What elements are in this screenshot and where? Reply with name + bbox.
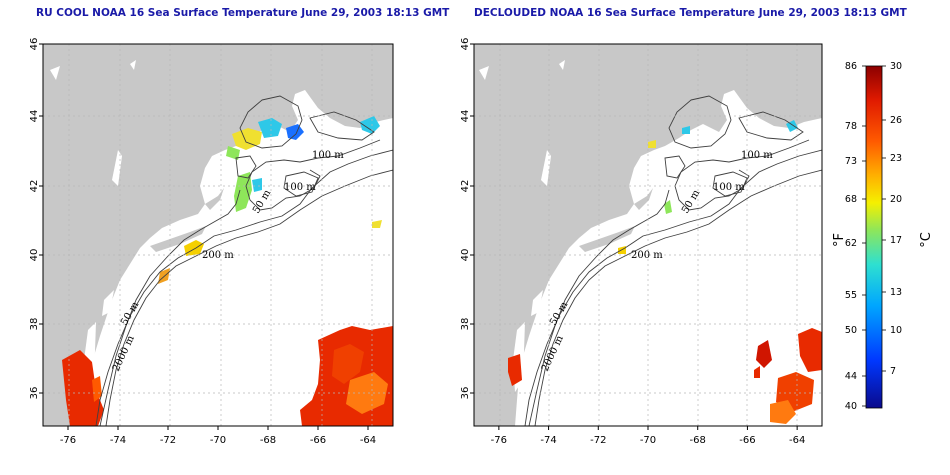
- lon-tick-label: -74: [540, 435, 556, 446]
- contour-50m: [528, 189, 670, 426]
- left-map-panel: 100 m 100 m 50 m 200 m 50 m 2000 m: [42, 43, 394, 427]
- lon-tick-label: -66: [739, 435, 755, 446]
- lon-tick-label: -68: [260, 435, 276, 446]
- lon-tick-label: -74: [110, 435, 126, 446]
- lat-tick-label: 40: [29, 249, 40, 262]
- contour-200m: [95, 149, 393, 426]
- contour-label: 100 m: [284, 182, 316, 193]
- contour-georges: [712, 171, 748, 197]
- f-tick-label: 73: [845, 156, 857, 167]
- lat-tick-label: 44: [460, 110, 471, 123]
- contour-inner: [668, 95, 732, 149]
- c-tick-label: 26: [890, 115, 902, 126]
- contour-nova: [309, 111, 375, 141]
- lake: [479, 66, 489, 80]
- lake: [112, 150, 122, 186]
- cape-cod: [205, 188, 224, 210]
- lat-tick-label: 36: [29, 387, 40, 400]
- right-map-title: DECLOUDED NOAA 16 Sea Surface Temperatur…: [474, 7, 907, 19]
- lat-tick-label: 42: [460, 180, 471, 193]
- bathymetry-contours: [95, 95, 393, 426]
- temperature-colorbar: 86 78 73 68 62 55 50 44 40 30 26 23 20 17 13 10 7 °F °C: [832, 61, 934, 412]
- lon-tick-label: -70: [210, 435, 226, 446]
- lon-tick-label: -64: [360, 435, 376, 446]
- contour-200m: [524, 149, 822, 426]
- lat-lon-grid: [43, 44, 393, 426]
- lon-tick-label: -70: [640, 435, 656, 446]
- lake: [50, 66, 60, 80]
- nova-scotia: [729, 58, 822, 116]
- land-mass: [474, 44, 822, 426]
- f-tick-label: 50: [845, 325, 857, 336]
- c-tick-label: 20: [890, 194, 902, 205]
- left-axis-ticks: 46 44 42 40 38 36 -76 -74 -72 -70 -68 -66 -64: [29, 38, 376, 446]
- lake: [130, 60, 136, 70]
- bathymetry-contours: [524, 95, 822, 426]
- contour-label: 200 m: [202, 250, 234, 261]
- f-tick-label: 62: [845, 238, 857, 249]
- contour-label: 200 m: [631, 250, 663, 261]
- cape-cod: [634, 188, 653, 210]
- contour-2000m: [534, 169, 822, 426]
- nova-scotia: [300, 58, 393, 116]
- contour-gulf-maine: [664, 155, 686, 179]
- contour-georges: [283, 171, 319, 197]
- delaware-bay: [102, 290, 114, 316]
- contour-label: 100 m: [713, 182, 745, 193]
- lon-tick-label: -76: [60, 435, 76, 446]
- lon-tick-label: -72: [160, 435, 176, 446]
- land-mass: [43, 44, 393, 426]
- fahrenheit-ticks: 86 78 73 68 62 55 50 44 40: [845, 61, 866, 412]
- f-tick-label: 78: [845, 121, 857, 132]
- right-map-panel: 100 m 100 m 50 m 200 m 50 m 2000 m: [473, 43, 823, 427]
- colorbar-scale: [865, 65, 883, 409]
- c-tick-label: 30: [890, 61, 902, 72]
- f-tick-label: 44: [845, 371, 857, 382]
- lat-tick-label: 36: [460, 387, 471, 400]
- lon-tick-label: -72: [590, 435, 606, 446]
- long-island: [150, 226, 206, 252]
- c-tick-label: 7: [890, 366, 896, 377]
- lon-tick-label: -76: [491, 435, 507, 446]
- lat-tick-label: 46: [29, 38, 40, 51]
- f-tick-label: 55: [845, 290, 857, 301]
- lat-tick-label: 46: [460, 38, 471, 51]
- f-tick-label: 68: [845, 194, 857, 205]
- lat-tick-label: 44: [29, 110, 40, 123]
- lon-tick-label: -64: [789, 435, 805, 446]
- contour-label: 100 m: [312, 150, 344, 161]
- contour-100m: [245, 139, 381, 211]
- lat-tick-label: 42: [29, 180, 40, 193]
- c-tick-label: 23: [890, 153, 902, 164]
- c-tick-label: 13: [890, 287, 902, 298]
- lat-tick-label: 40: [460, 249, 471, 262]
- lat-lon-grid: [474, 44, 822, 426]
- lat-tick-label: 38: [29, 318, 40, 331]
- celsius-unit-label: °C: [919, 232, 934, 248]
- lake: [541, 150, 551, 186]
- delaware-bay: [531, 290, 543, 316]
- contour-inner: [239, 95, 303, 149]
- long-island: [579, 226, 635, 252]
- fahrenheit-unit-label: °F: [832, 233, 847, 247]
- c-tick-label: 17: [890, 235, 902, 246]
- contour-50m: [99, 189, 241, 426]
- contour-gulf-maine: [235, 155, 257, 179]
- lake: [559, 60, 565, 70]
- sst-data-patches: [508, 120, 822, 424]
- right-axis-ticks: 46 44 42 40 38 36 -76 -74 -72 -70 -68 -66 -64: [460, 38, 805, 446]
- left-map-title: RU COOL NOAA 16 Sea Surface Temperature …: [36, 7, 450, 19]
- contour-label: 100 m: [741, 150, 773, 161]
- celsius-ticks: 30 26 23 20 17 13 10 7: [882, 61, 902, 377]
- lon-tick-label: -66: [310, 435, 326, 446]
- contour-2000m: [105, 169, 393, 426]
- c-tick-label: 10: [890, 325, 902, 336]
- lon-tick-label: -68: [690, 435, 706, 446]
- f-tick-label: 86: [845, 61, 857, 72]
- lat-tick-label: 38: [460, 318, 471, 331]
- f-tick-label: 40: [845, 401, 857, 412]
